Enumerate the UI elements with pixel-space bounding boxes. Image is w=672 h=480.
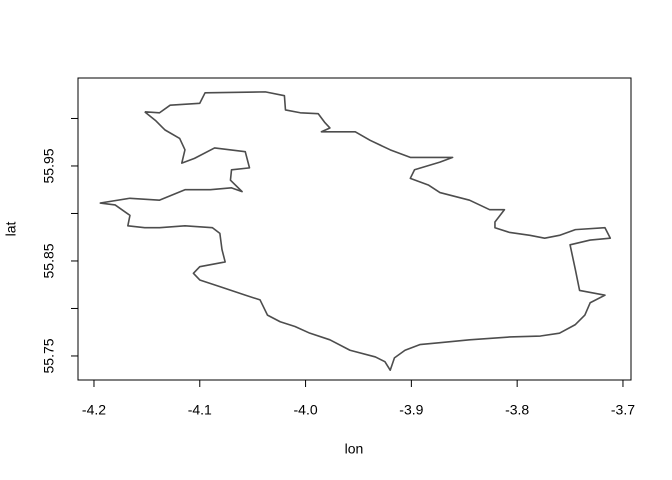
y-axis-label: lat bbox=[3, 222, 19, 237]
y-tick-label: 55.95 bbox=[41, 148, 57, 183]
x-tick-label: -4.0 bbox=[294, 402, 318, 418]
x-tick-label: -3.8 bbox=[505, 402, 529, 418]
x-tick-label: -3.7 bbox=[611, 402, 635, 418]
x-tick-label: -4.2 bbox=[82, 402, 106, 418]
x-axis-label: lon bbox=[345, 441, 364, 457]
x-tick-label: -4.1 bbox=[188, 402, 212, 418]
track-line bbox=[99, 91, 612, 372]
y-tick-label: 55.85 bbox=[41, 243, 57, 278]
x-tick-label: -3.9 bbox=[399, 402, 423, 418]
y-tick-label: 55.75 bbox=[41, 338, 57, 373]
